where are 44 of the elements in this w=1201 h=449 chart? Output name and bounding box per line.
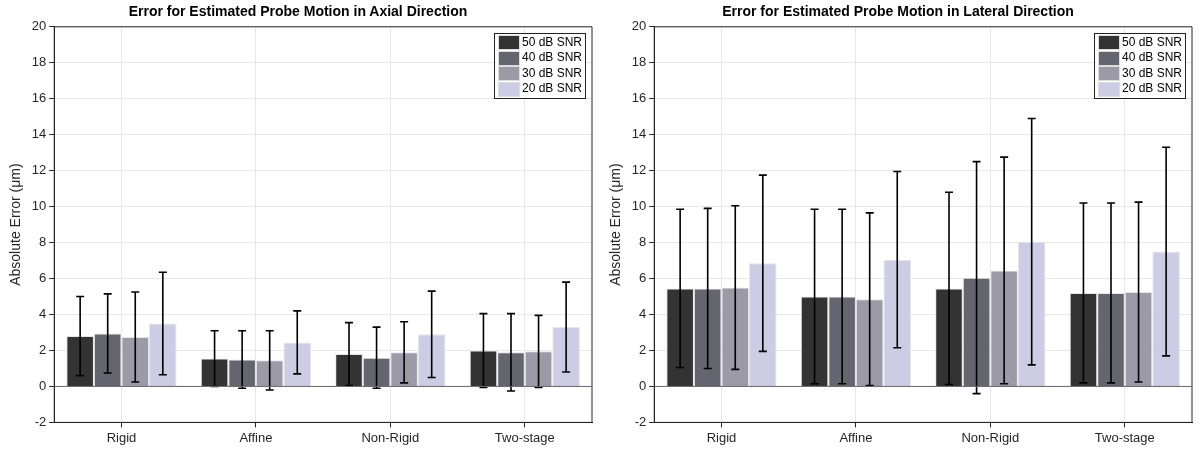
- x-tick-label: Non-Rigid: [361, 429, 420, 445]
- y-tick-label: 16: [31, 90, 47, 106]
- y-tick-label: 20: [31, 18, 47, 34]
- y-axis-title: Absolute Error (μm): [607, 163, 624, 286]
- x-tick-label: Non-Rigid: [961, 429, 1020, 445]
- y-tick-label: 0: [639, 378, 647, 394]
- y-tick-label: 2: [39, 342, 47, 358]
- y-tick-label: 18: [631, 54, 647, 70]
- legend-label: 20 dB SNR: [521, 81, 582, 97]
- y-tick-label: -2: [34, 413, 47, 429]
- legend-label: 50 dB SNR: [1121, 34, 1182, 51]
- y-tick-label: 0: [39, 378, 47, 394]
- y-tick-label: 2: [639, 342, 647, 358]
- legend-label: 50 dB SNR: [521, 34, 582, 51]
- legend-label: 40 dB SNR: [1121, 50, 1182, 66]
- x-tick-label: Two-stage: [494, 429, 555, 445]
- y-tick-label: 12: [631, 162, 647, 178]
- x-tick-label: Rigid: [706, 429, 737, 445]
- y-tick-label: 8: [39, 234, 47, 250]
- y-tick-label: 18: [31, 54, 47, 70]
- y-tick-label: 4: [39, 306, 47, 322]
- x-tick-label: Affine: [839, 429, 873, 445]
- legend-label: 30 dB SNR: [1121, 65, 1182, 82]
- y-axis-title: Absolute Error (μm): [7, 163, 24, 286]
- y-tick-label: 4: [639, 306, 647, 322]
- x-tick-label: Affine: [239, 429, 273, 445]
- y-tick-label: 6: [39, 270, 47, 286]
- y-tick-label: 14: [631, 126, 647, 142]
- legend-label: 20 dB SNR: [1121, 81, 1182, 97]
- y-tick-label: 12: [31, 162, 47, 178]
- chart-title: Error for Estimated Probe Motion in Axial Direction: [128, 3, 468, 20]
- legend-label: 30 dB SNR: [521, 65, 582, 82]
- y-tick-label: 10: [31, 198, 47, 214]
- x-tick-label: Two-stage: [1094, 429, 1155, 445]
- y-tick-label: 8: [639, 234, 647, 250]
- x-tick-label: Rigid: [106, 429, 137, 445]
- chart-title: Error for Estimated Probe Motion in Lateral Direction: [722, 3, 1074, 20]
- y-tick-label: 16: [631, 90, 647, 106]
- y-tick-label: 10: [631, 198, 647, 214]
- legend-label: 40 dB SNR: [521, 50, 582, 66]
- y-tick-label: 14: [31, 126, 47, 142]
- y-tick-label: -2: [634, 413, 647, 429]
- y-tick-label: 6: [639, 270, 647, 286]
- y-tick-label: 20: [631, 18, 647, 34]
